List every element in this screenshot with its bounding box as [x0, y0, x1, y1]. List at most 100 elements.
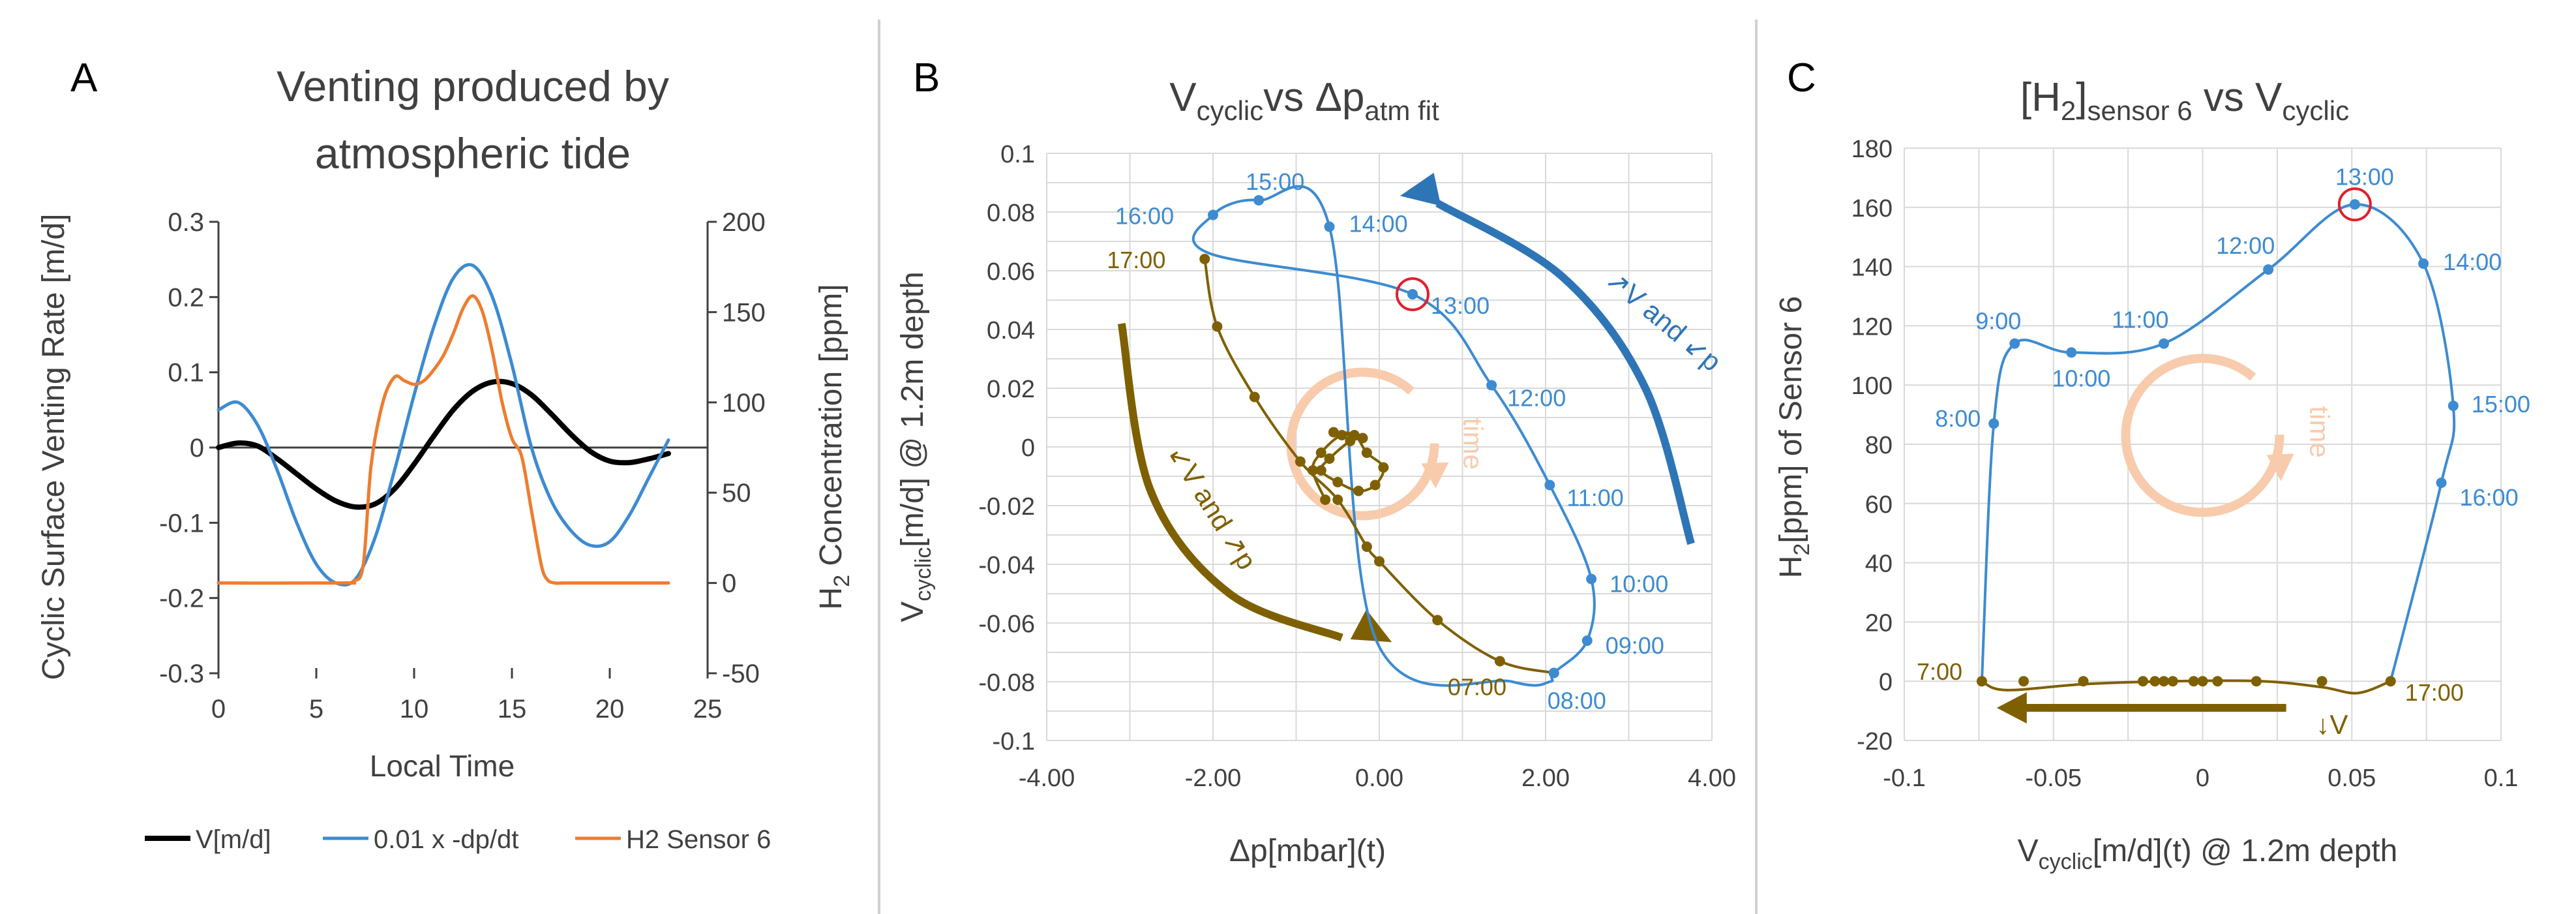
- chart-a-title-line-2: atmospheric tide: [315, 129, 631, 177]
- blue-point: [1324, 221, 1335, 232]
- y-tick-label: 180: [1851, 136, 1893, 163]
- y2-tick-label: 150: [722, 298, 766, 327]
- blue-point: [1544, 480, 1555, 491]
- time-arrowhead-icon: [1421, 462, 1449, 489]
- olive-point: [2159, 676, 2170, 687]
- blue-time-label: 11:00: [1566, 485, 1623, 511]
- y-tick-label: -0.04: [978, 552, 1035, 579]
- olive-point: [1374, 556, 1385, 567]
- olive-trend-label: ↓V: [2316, 709, 2348, 740]
- olive-core-point: [1353, 485, 1364, 496]
- blue-point: [2349, 199, 2360, 210]
- blue-time-label: 15:00: [1246, 168, 1304, 195]
- olive-arrowhead-icon: [1996, 692, 2027, 724]
- blue-time-label: 10:00: [2052, 365, 2110, 391]
- olive-point: [2316, 676, 2328, 687]
- olive-point: [2251, 676, 2262, 687]
- blue-time-label: 13:00: [1431, 292, 1490, 319]
- y-tick-label: 0.1: [1000, 141, 1035, 168]
- olive-point: [2138, 676, 2148, 687]
- blue-point: [1581, 635, 1593, 646]
- series-line-2: [217, 294, 670, 585]
- blue-point: [2159, 338, 2170, 349]
- chart-a-title-line-1: Venting produced by: [277, 62, 669, 110]
- blue-time-label: 12:00: [2216, 232, 2275, 259]
- y2-tick-label: 50: [722, 479, 751, 508]
- blue-time-label: 9:00: [1975, 308, 2021, 335]
- series-line-1: [217, 263, 670, 586]
- olive-point: [2212, 676, 2223, 687]
- x-tick-label: -2.00: [1185, 765, 1242, 792]
- panel-a: A Venting produced by atmospheric tide 0…: [37, 55, 854, 854]
- x-tick-label: 0.05: [2328, 765, 2376, 792]
- olive-path-line: [1203, 258, 1555, 675]
- olive-core-point: [1315, 465, 1326, 476]
- y2-tick-label: 100: [722, 389, 766, 418]
- olive-point: [2149, 676, 2161, 687]
- y-tick-label: -0.1: [159, 509, 204, 538]
- y2-tick-label: 0: [722, 570, 736, 598]
- olive-point: [1361, 541, 1372, 552]
- olive-point: [1494, 656, 1505, 667]
- blue-point: [1586, 573, 1597, 585]
- y-tick-label: 120: [1851, 313, 1893, 341]
- blue-point: [1548, 667, 1559, 678]
- y-tick-label: -0.02: [978, 493, 1035, 521]
- blue-point: [2009, 338, 2020, 349]
- olive-core-point: [1357, 433, 1368, 444]
- blue-time-label: 11:00: [2112, 307, 2168, 333]
- olive-point: [1199, 254, 1210, 264]
- olive-point: [2078, 676, 2089, 687]
- y-tick-label: -0.3: [159, 660, 204, 688]
- chart-b-ylabel: Vcyclic[m/d] @ 1.2m depth: [895, 271, 936, 622]
- y-tick-label: -0.1: [993, 728, 1035, 755]
- y-tick-label: -0.06: [978, 611, 1035, 638]
- y-tick-label: 0: [1021, 434, 1035, 462]
- y-tick-label: 160: [1851, 195, 1893, 222]
- y-tick-label: -20: [1857, 728, 1893, 755]
- y2-tick-label: -50: [722, 660, 760, 688]
- blue-time-label: 16:00: [1115, 203, 1174, 230]
- olive-time-label: 7:00: [1917, 658, 1962, 685]
- series-line-0: [216, 378, 671, 510]
- blue-point: [2448, 400, 2459, 411]
- olive-point: [2188, 676, 2199, 687]
- x-tick-label: 25: [693, 695, 723, 724]
- olive-point: [1332, 495, 1343, 505]
- y-tick-label: 0.06: [987, 258, 1035, 286]
- olive-core-point: [1315, 448, 1326, 458]
- blue-point: [2418, 258, 2429, 269]
- time-arrowhead-icon: [2266, 453, 2294, 481]
- y-tick-label: 80: [1865, 432, 1893, 459]
- chart-a-legend: V[m/d] 0.01 x -dp/dt H2 Sensor 6: [145, 825, 771, 854]
- time-label: time: [1458, 418, 1489, 470]
- chart-b-xlabel: Δp[mbar](t): [1229, 834, 1386, 868]
- x-tick-label: -0.05: [2025, 765, 2082, 792]
- x-tick-label: 0: [2196, 765, 2209, 792]
- y-tick-label: 0.2: [168, 283, 204, 312]
- blue-point: [2263, 264, 2274, 275]
- blue-point: [1253, 195, 1265, 206]
- olive-point: [2018, 676, 2029, 687]
- blue-time-label: 16:00: [2460, 484, 2519, 511]
- olive-core-point: [1361, 448, 1372, 458]
- olive-point: [2385, 676, 2396, 687]
- blue-time-label: 14:00: [2443, 249, 2502, 275]
- x-tick-label: 0: [211, 695, 226, 724]
- panel-b: B Vcyclicvs Δpatm fit time↗V and ↙p↙V an…: [895, 55, 1736, 868]
- chart-a-ylabel: Cyclic Surface Venting Rate [m/d]: [37, 214, 71, 680]
- olive-core-point: [1370, 480, 1381, 491]
- x-tick-label: 4.00: [1688, 765, 1736, 792]
- olive-core-point: [1328, 427, 1339, 438]
- blue-point: [1208, 209, 1218, 221]
- blue-time-label: 14:00: [1349, 211, 1408, 237]
- panel-letter-b: B: [913, 55, 940, 100]
- chart-c-title: [H2]sensor 6 vs Vcyclic: [2020, 75, 2349, 126]
- y-tick-label: -0.08: [978, 669, 1035, 697]
- olive-core-point: [1378, 462, 1389, 473]
- blue-time-label: 08:00: [1548, 688, 1606, 714]
- highlight-ring: [1396, 277, 1430, 311]
- olive-core-point: [1345, 436, 1356, 446]
- time-label: time: [2305, 406, 2335, 457]
